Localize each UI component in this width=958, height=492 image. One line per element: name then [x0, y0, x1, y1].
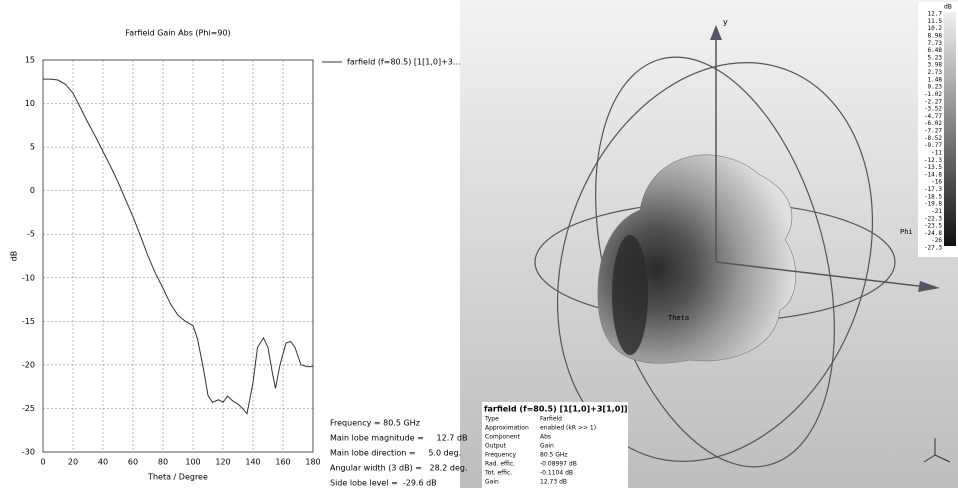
x-axis-label: Theta / Degree [147, 473, 208, 482]
colorbar-label: -6.02 [924, 120, 942, 127]
colorbar-label: 11.5 [928, 18, 943, 25]
info-cell: Farfield [540, 416, 562, 423]
colorbar-label: -9.77 [924, 142, 942, 149]
x-tick-label: 100 [185, 458, 200, 467]
colorbar-label: -22.3 [924, 215, 942, 222]
colorbar-label: -24.8 [924, 230, 942, 237]
colorbar-label: -23.5 [924, 223, 942, 230]
y-tick-label: -20 [22, 360, 35, 369]
info-cell: Gain [485, 479, 499, 486]
y-axis-label: dB [10, 251, 19, 262]
annotation: Side lobe level = -29.6 dB [330, 479, 437, 488]
info-cell: Gain [540, 443, 554, 450]
colorbar-label: 6.48 [928, 47, 943, 54]
info-title: farfield (f=80.5) [1[1,0]+3[1,0]] [484, 405, 628, 414]
colorbar-label: -26 [931, 237, 942, 244]
colorbar-label: -16 [931, 179, 942, 186]
colorbar-label: -19.8 [924, 201, 942, 208]
colorbar-label: -18.5 [924, 193, 942, 200]
y-tick-label: -15 [22, 317, 35, 326]
colorbar-label: -1.02 [924, 91, 942, 98]
info-cell: Approximation [485, 425, 529, 432]
axis-label: Theta [668, 314, 689, 322]
x-tick-label: 120 [215, 458, 230, 467]
chart-panel [0, 0, 460, 488]
colorbar-label: -11 [931, 149, 942, 156]
colorbar-label: -27.3 [924, 245, 942, 252]
y-tick-label: 5 [30, 143, 35, 152]
colorbar-label: 2.73 [928, 69, 943, 76]
colorbar-label: -12.3 [924, 157, 942, 164]
colorbar-label: 5.23 [928, 54, 943, 61]
info-cell: 12.73 dB [540, 479, 567, 486]
colorbar-label: -14.8 [924, 171, 942, 178]
y-tick-label: -25 [22, 404, 35, 413]
axis-label: y [723, 18, 728, 27]
colorbar-label: 8.98 [928, 32, 943, 39]
colorbar-label: 1.48 [928, 76, 943, 83]
colorbar-label: -13.5 [924, 164, 942, 171]
x-tick-label: 20 [68, 458, 78, 467]
colorbar-unit: dB [944, 4, 952, 11]
info-cell: Tot. effic. [484, 470, 512, 477]
colorbar-label: -21 [931, 208, 942, 215]
colorbar-label: -8.52 [924, 135, 942, 142]
colorbar-label: -17.3 [924, 186, 942, 193]
info-cell: 80.5 GHz [540, 452, 568, 459]
y-tick-label: 0 [30, 186, 35, 195]
x-tick-label: 40 [98, 458, 108, 467]
y-tick-label: 10 [25, 99, 35, 108]
x-tick-label: 0 [40, 458, 45, 467]
colorbar-label: 7.73 [928, 40, 943, 47]
legend-label: farfield (f=80.5) [1[1,0]+3... [347, 58, 461, 67]
screen: y Phi Theta dB farfield (f=80.5) [1[1,0]… [0, 0, 958, 488]
info-cell: Type [484, 416, 499, 423]
x-tick-label: 180 [305, 458, 320, 467]
info-cell: -0.1104 dB [540, 470, 573, 477]
colorbar-label: 12.7 [928, 11, 943, 18]
annotation: Main lobe magnitude = 12.7 dB [330, 434, 467, 443]
annotation: Frequency = 80.5 GHz [330, 419, 420, 428]
annotation: Main lobe direction = 5.0 deg. [330, 449, 461, 458]
x-tick-label: 80 [158, 458, 168, 467]
y-tick-label: -30 [22, 448, 35, 457]
colorbar-label: 10.2 [928, 25, 943, 32]
info-cell: -0.08997 dB [540, 461, 577, 468]
info-cell: Abs [540, 434, 551, 441]
colorbar-label: -2.27 [924, 98, 942, 105]
y-tick-label: -5 [27, 230, 35, 239]
axis-label: Phi [900, 228, 913, 236]
info-cell: Output [485, 443, 506, 450]
colorbar-label: -3.52 [924, 106, 942, 113]
colorbar-label: -4.77 [924, 113, 942, 120]
annotation: Angular width (3 dB) = 28.2 deg. [330, 464, 468, 473]
main-lobe [612, 235, 648, 355]
colorbar [944, 12, 956, 246]
x-tick-label: 60 [128, 458, 138, 467]
info-cell: Rad. effic. [485, 461, 515, 468]
colorbar-label: 0.23 [928, 84, 943, 91]
y-tick-label: -10 [22, 273, 35, 282]
x-tick-label: 160 [275, 458, 290, 467]
x-tick-label: 140 [245, 458, 260, 467]
colorbar-label: 3.98 [928, 62, 943, 69]
colorbar-label: -7.27 [924, 128, 942, 135]
info-cell: enabled (kR >> 1) [540, 425, 596, 432]
y-tick-label: 15 [25, 56, 35, 65]
info-cell: Component [485, 434, 520, 441]
chart-title: Farfield Gain Abs (Phi=90) [125, 29, 230, 38]
info-cell: Frequency [485, 452, 516, 459]
